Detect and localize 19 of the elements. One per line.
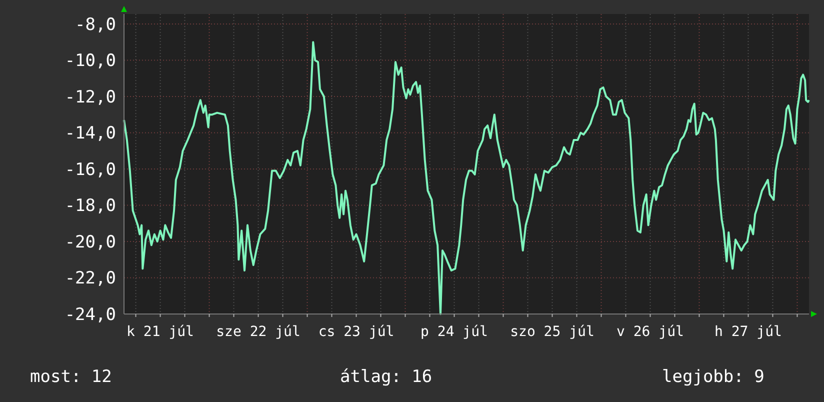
text: legjobb: 9: [662, 367, 764, 387]
x-tick-label: h 27 júl: [714, 324, 782, 340]
text: átlag: 16: [340, 367, 432, 387]
x-tick-label: szo 25 júl: [510, 324, 594, 340]
text: most: 12: [30, 367, 112, 387]
x-tick-label: p 24 júl: [420, 324, 488, 340]
x-tick-label: cs 23 júl: [318, 324, 394, 340]
y-tick-label: -14,0: [64, 124, 116, 144]
y-tick-label: -16,0: [64, 160, 116, 180]
y-tick-label: -22,0: [64, 268, 116, 289]
y-tick-label: -24,0: [64, 304, 116, 325]
y-tick-label: -20,0: [64, 232, 116, 252]
x-tick-label: sze 22 júl: [216, 324, 300, 340]
x-tick-label: v 26 júl: [616, 324, 684, 340]
y-tick-label: -10,0: [64, 51, 116, 72]
y-tick-label: -18,0: [64, 196, 116, 216]
y-tick-label: -12,0: [64, 87, 116, 108]
x-tick-label: k 21 júl: [126, 324, 194, 340]
y-tick-label: -8,0: [75, 14, 116, 35]
